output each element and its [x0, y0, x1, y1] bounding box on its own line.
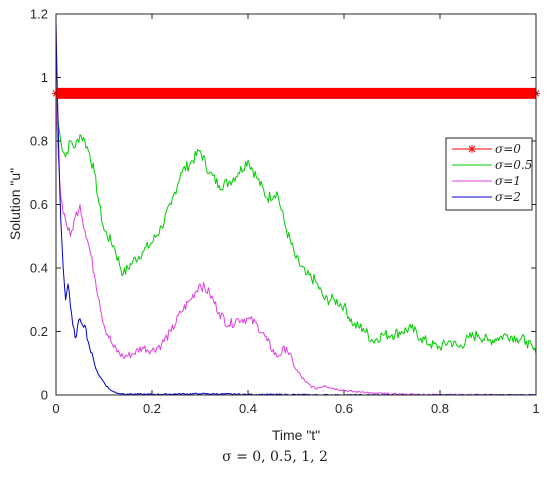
- x-tick-label: 1: [532, 401, 539, 416]
- y-tick-label: 1.2: [30, 7, 48, 22]
- x-tick-label: 0.6: [335, 401, 353, 416]
- x-tick-label: 0.8: [431, 401, 449, 416]
- y-tick-label: 0.2: [30, 324, 48, 339]
- y-tick-label: 0: [41, 388, 48, 403]
- legend-box: [445, 137, 533, 211]
- legend-label: σ=0: [495, 142, 521, 156]
- y-axis-label: Solution "u": [7, 168, 23, 240]
- x-tick-label: 0.4: [239, 401, 257, 416]
- x-tick-label: 0.2: [143, 401, 161, 416]
- y-tick-label: 1: [41, 70, 48, 85]
- x-axis-label: Time "t": [272, 427, 320, 443]
- legend-label: σ=2: [495, 190, 521, 204]
- y-tick-label: 0.4: [30, 261, 48, 276]
- legend-label: σ=0.5: [495, 158, 532, 172]
- legend-marker: [468, 145, 476, 153]
- y-tick-label: 0.6: [30, 197, 48, 212]
- series-line-sigma-1: [55, 93, 537, 396]
- y-tick-label: 0.8: [30, 134, 48, 149]
- series-line-sigma-0-5: [55, 93, 537, 354]
- tick-layer: 0 0.2 0.4 0.6 0.8 1 0 0.2 0.4 0.6 0.8 1 1.2: [30, 7, 540, 417]
- x-tick-label: 0: [52, 401, 59, 416]
- legend-label: σ=1: [495, 174, 521, 188]
- chart: 0 0.2 0.4 0.6 0.8 1 0 0.2 0.4 0.6 0.8 1 1.2 Time "t"…: [7, 7, 540, 443]
- figure-caption: σ = 0, 0.5, 1, 2: [222, 449, 328, 465]
- legend: σ=0 σ=0.5 σ=1 σ=2: [445, 137, 533, 211]
